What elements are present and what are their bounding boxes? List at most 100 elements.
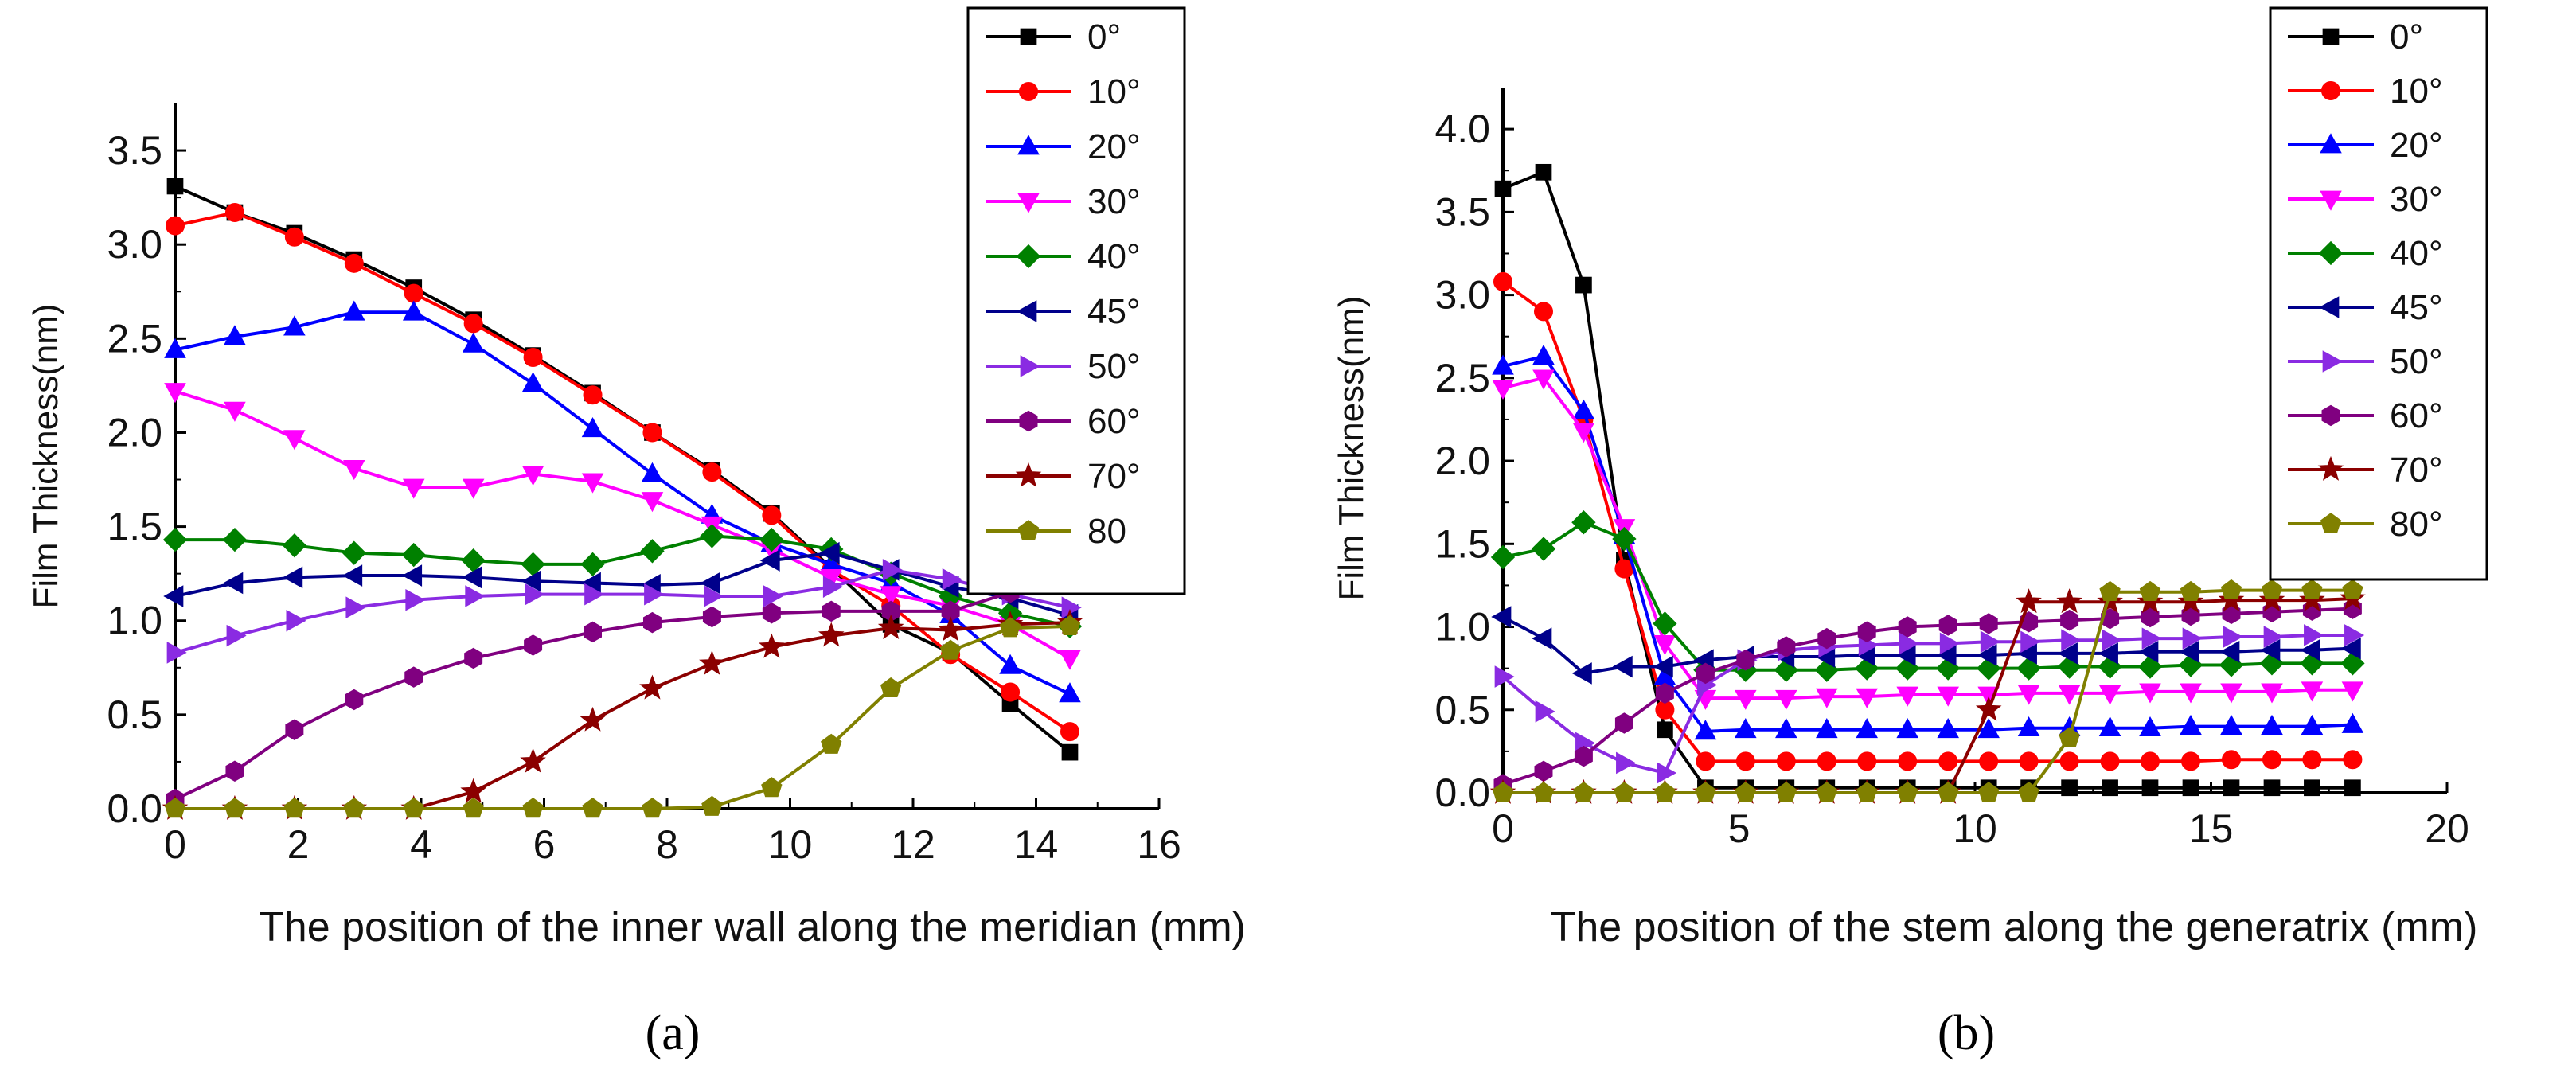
- data-point: [524, 634, 543, 656]
- legend-item: 80: [986, 512, 1126, 551]
- data-point: [702, 606, 721, 628]
- legend-label: 50°: [2390, 342, 2443, 381]
- legend-marker: [2318, 240, 2344, 266]
- data-point: [1817, 751, 1836, 771]
- data-point: [345, 596, 366, 618]
- data-point: [580, 706, 606, 732]
- data-point: [463, 798, 484, 818]
- data-point: [1532, 344, 1555, 365]
- legend-item: 50°: [986, 347, 1141, 386]
- data-point: [404, 666, 423, 688]
- legend-marker: [2322, 28, 2340, 45]
- legend-item: 0°: [986, 18, 1121, 57]
- legend-marker: [2319, 296, 2340, 318]
- data-point: [2141, 751, 2160, 771]
- series-line: [175, 621, 1071, 810]
- data-point: [644, 583, 665, 606]
- series-0°: [166, 178, 1079, 761]
- legend-item: 0°: [2288, 18, 2423, 57]
- data-point: [2098, 716, 2121, 737]
- data-point: [1494, 180, 1512, 197]
- data-point: [2301, 681, 2324, 702]
- data-point: [1574, 745, 1593, 767]
- data-point: [2260, 638, 2281, 661]
- data-point: [222, 527, 248, 552]
- data-point: [2139, 580, 2161, 601]
- data-point: [2100, 751, 2120, 771]
- data-point: [939, 639, 962, 660]
- data-point: [1612, 526, 1637, 552]
- data-point: [1735, 689, 1757, 710]
- data-point: [2261, 579, 2283, 599]
- data-point: [701, 795, 723, 816]
- data-point: [2019, 751, 2039, 771]
- data-point: [2219, 641, 2240, 663]
- data-point: [2016, 656, 2041, 681]
- legend-label: 10°: [2390, 72, 2443, 111]
- data-point: [1816, 718, 1838, 739]
- data-point: [1775, 689, 1797, 710]
- data-point: [2261, 714, 2283, 735]
- data-point: [1817, 627, 1836, 650]
- x-tick-label: 15: [2189, 806, 2234, 851]
- legend-label: 20°: [2390, 126, 2443, 165]
- data-point: [882, 559, 903, 581]
- data-point: [1571, 662, 1592, 685]
- data-point: [461, 566, 482, 589]
- data-point: [1776, 751, 1796, 771]
- data-point: [283, 430, 306, 451]
- data-point: [2182, 627, 2203, 650]
- data-point: [405, 588, 426, 611]
- data-point: [1979, 613, 1998, 634]
- legend-item: 45°: [2288, 288, 2443, 327]
- data-point: [1535, 700, 1555, 723]
- data-point: [164, 798, 186, 818]
- data-point: [1977, 718, 2000, 739]
- data-point: [1059, 682, 1081, 703]
- panel-label: (a): [646, 1006, 701, 1060]
- y-tick-label: 0.0: [1434, 771, 1490, 815]
- data-point: [1975, 696, 2002, 721]
- legend-item: 60°: [2288, 396, 2443, 435]
- data-point: [762, 603, 781, 624]
- data-point: [2058, 685, 2081, 705]
- data-point: [2181, 751, 2201, 771]
- data-point: [344, 253, 364, 273]
- data-point: [1816, 688, 1838, 708]
- legend-label: 20°: [1087, 127, 1141, 166]
- data-point: [759, 633, 785, 658]
- series-line: [174, 581, 1071, 801]
- data-point: [224, 401, 246, 422]
- data-point: [1001, 682, 1021, 702]
- series-line: [1501, 633, 2353, 775]
- y-tick-label: 3.5: [107, 128, 162, 173]
- panel-label: (b): [1938, 1006, 1995, 1060]
- data-point: [1694, 720, 1717, 740]
- legend-item: 40°: [2288, 234, 2443, 273]
- data-point: [2262, 750, 2281, 770]
- x-tick-label: 5: [1728, 806, 1751, 851]
- x-tick-label: 4: [410, 822, 432, 867]
- x-tick-label: 16: [1137, 822, 1181, 867]
- data-point: [343, 460, 365, 481]
- x-tick-label: 8: [656, 822, 678, 867]
- y-tick-label: 0.5: [1434, 688, 1490, 732]
- y-tick-label: 1.5: [1434, 521, 1490, 566]
- data-point: [522, 798, 544, 818]
- data-point: [2180, 683, 2202, 704]
- data-point: [2221, 750, 2241, 770]
- data-point: [1614, 712, 1633, 734]
- data-point: [464, 647, 483, 669]
- data-point: [582, 798, 603, 818]
- data-point: [2344, 624, 2365, 646]
- legend-item: 40°: [986, 237, 1141, 276]
- data-point: [641, 492, 664, 513]
- data-point: [2263, 626, 2284, 648]
- data-point: [2223, 779, 2240, 797]
- data-point: [2137, 654, 2163, 679]
- data-point: [1980, 630, 2000, 654]
- data-point: [164, 338, 186, 358]
- series-70°: [162, 608, 1083, 820]
- data-point: [1059, 615, 1081, 636]
